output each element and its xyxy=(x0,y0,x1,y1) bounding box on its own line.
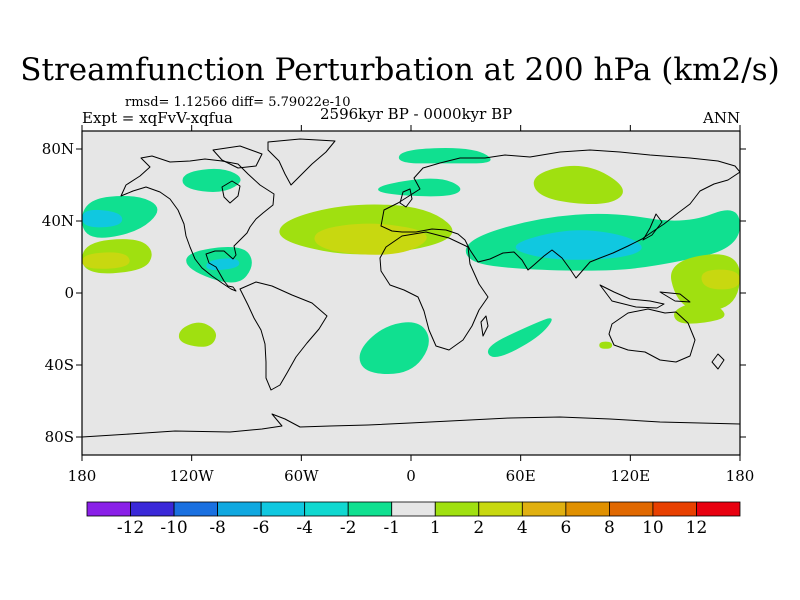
coast-north-america xyxy=(120,155,275,292)
lat-tick-label: 80S xyxy=(45,428,74,446)
anomaly-region-small-sw-australia-positive xyxy=(599,341,613,349)
colorbar-box xyxy=(696,501,741,517)
coast-new-guinea xyxy=(659,291,691,303)
colorbar-box xyxy=(173,501,219,517)
colorbar-box xyxy=(347,501,393,517)
anomaly-region-south-atlantic-negative xyxy=(359,322,429,374)
coast-africa xyxy=(379,231,489,351)
colorbar-labels: -12 -10 -8 -6 -4 -2 -1 1 2 4 6 8 10 12 xyxy=(117,518,707,538)
lon-tick-label: 120E xyxy=(611,467,651,485)
anomaly-region-siberia-positive xyxy=(533,165,623,205)
colorbar-label: 12 xyxy=(686,518,708,538)
colorbar-box xyxy=(86,501,131,517)
colorbar-box xyxy=(609,501,654,517)
coast-south-america xyxy=(239,281,328,391)
colorbar-box xyxy=(391,501,436,517)
coast-eurasia xyxy=(380,149,740,279)
colorbar-label: -1 xyxy=(383,518,400,538)
colorbar-box xyxy=(217,501,262,517)
colorbar-box xyxy=(478,501,523,517)
colorbar-label: 8 xyxy=(604,518,615,538)
colorbar-box xyxy=(304,501,349,517)
anomaly-fields xyxy=(82,148,740,374)
anomaly-region-mexico-gulf-core xyxy=(206,258,240,271)
colorbar-label: 4 xyxy=(517,518,528,538)
coast-australia xyxy=(608,308,696,363)
lon-tick-label: 0 xyxy=(406,467,416,485)
colorbar-label: -10 xyxy=(160,518,187,538)
colorbar-label: -4 xyxy=(296,518,313,538)
period-label: 2596kyr BP - 0000kyr BP xyxy=(320,105,513,123)
anomaly-region-australia-east-positive xyxy=(674,301,725,324)
anomaly-region-indian-ocean-negative xyxy=(487,318,552,357)
colorbar-label: -8 xyxy=(209,518,226,538)
coast-greenland xyxy=(267,138,336,186)
anomaly-region-subtropical-pacific-core xyxy=(82,252,130,269)
coast-hudson-bay xyxy=(221,180,241,204)
lon-tick-label: 180 xyxy=(726,467,755,485)
coast-britain xyxy=(399,188,413,208)
coast-indonesia xyxy=(599,284,665,309)
colorbar-box xyxy=(521,501,567,517)
lon-tick-label: 120W xyxy=(170,467,215,485)
coast-japan xyxy=(642,213,663,241)
lon-tick-label: 60W xyxy=(284,467,319,485)
colorbar-box xyxy=(260,501,306,517)
colorbar-label: 2 xyxy=(473,518,484,538)
colorbar-box xyxy=(130,501,175,517)
experiment-label: Expt = xqFvV-xqfua xyxy=(82,109,233,127)
coastlines xyxy=(82,138,740,438)
rmsd-label: rmsd= 1.12566 diff= 5.79022e-10 xyxy=(125,95,351,110)
colorbar-box xyxy=(565,501,610,517)
lat-tick-label: 40S xyxy=(45,356,74,374)
colorbar-label: -6 xyxy=(253,518,270,538)
chart-title: Streamfunction Perturbation at 200 hPa (… xyxy=(20,52,780,88)
lat-tick-label: 40N xyxy=(42,212,74,230)
season-label: ANN xyxy=(703,109,741,127)
coast-antarctica xyxy=(82,413,740,438)
colorbar-label: -2 xyxy=(340,518,357,538)
coast-new-zealand xyxy=(711,353,725,370)
coast-madagascar xyxy=(480,315,489,337)
colorbar-label: 1 xyxy=(430,518,441,538)
anomaly-region-greenland-sea-negative xyxy=(398,148,491,164)
anomaly-region-canada-negative xyxy=(182,168,241,193)
lon-tick-label: 180 xyxy=(68,467,97,485)
lon-tick-label: 60E xyxy=(506,467,536,485)
anomaly-region-western-pacific-core xyxy=(701,269,740,290)
axis-ticks xyxy=(76,125,746,461)
colorbar-label: 10 xyxy=(642,518,664,538)
anomaly-region-north-pacific-east-core xyxy=(82,209,123,228)
anomaly-region-eurasia-south-core xyxy=(515,230,642,260)
colorbar-box xyxy=(434,501,480,517)
colorbar-label: 6 xyxy=(560,518,571,538)
axis-tick-labels: 80N 40N 0 40S 80S 180 120W 60W 0 60E 120E 180 xyxy=(42,140,755,485)
colorbar-boxes xyxy=(86,501,741,517)
lat-tick-label: 0 xyxy=(64,284,74,302)
anomaly-region-south-pacific-positive xyxy=(178,322,217,347)
lat-tick-label: 80N xyxy=(42,140,74,158)
coast-arctic-islands xyxy=(212,145,263,169)
colorbar-label: -12 xyxy=(117,518,144,538)
colorbar-box xyxy=(652,501,697,517)
